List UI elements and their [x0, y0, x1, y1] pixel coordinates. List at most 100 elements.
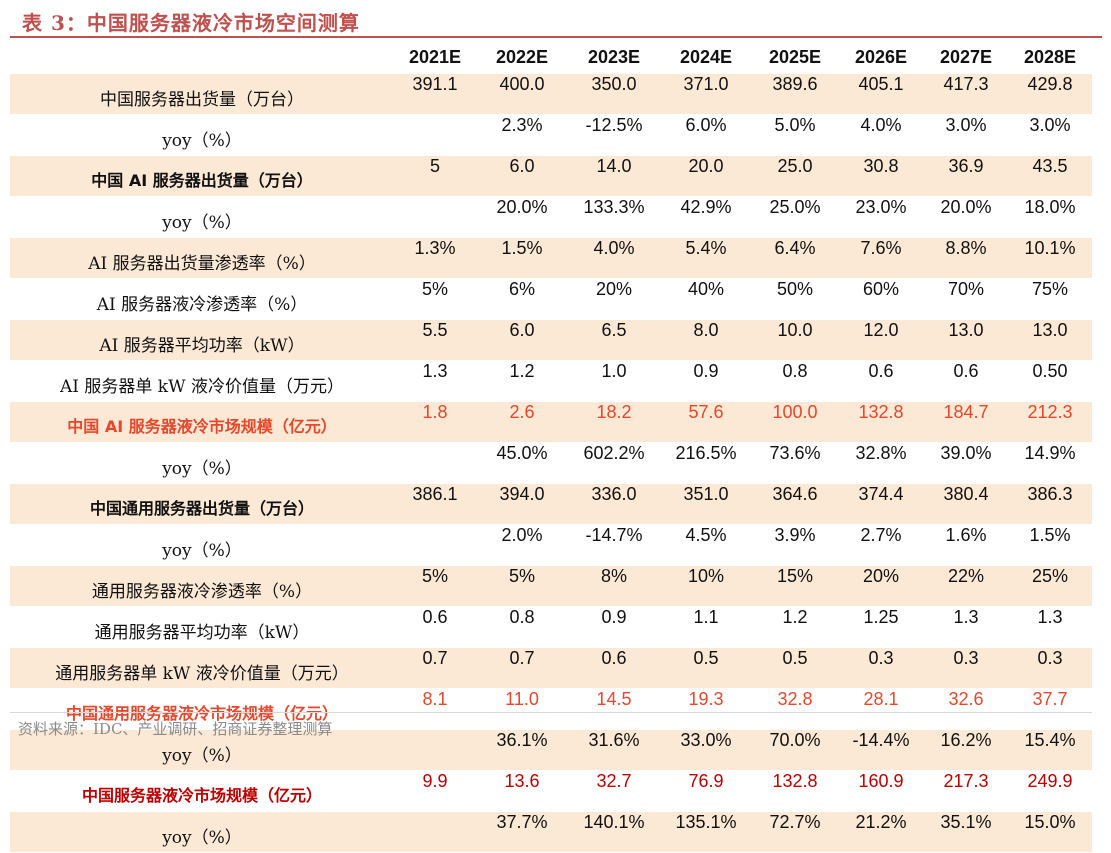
value-cell: 28.1 — [838, 689, 924, 730]
value-cell: 36.9 — [924, 156, 1008, 197]
value-cell: 30.8 — [838, 156, 924, 197]
value-cell: 20.0% — [924, 197, 1008, 238]
value-cell: 1.3 — [394, 361, 476, 402]
row-label: yoy（%） — [10, 443, 394, 484]
value-cell: 20.0% — [476, 197, 568, 238]
value-cell — [394, 812, 476, 853]
table-row: yoy（%） 2.3% -12.5% 6.0% 5.0% 4.0% 3.0% 3.0% — [10, 115, 1092, 156]
value-cell: 32.7 — [568, 771, 660, 812]
value-cell: -12.5% — [568, 115, 660, 156]
value-cell — [394, 730, 476, 771]
value-cell: 32.6 — [924, 689, 1008, 730]
table-row: AI 服务器单 kW 液冷价值量（万元） 1.3 1.2 1.0 0.9 0.8 0.6 0.… — [10, 361, 1092, 402]
value-cell: 364.6 — [752, 484, 838, 525]
value-cell: 21.2% — [838, 812, 924, 853]
value-cell: 8.0 — [660, 320, 752, 361]
value-cell: 32.8% — [838, 443, 924, 484]
value-cell: 6.0 — [476, 320, 568, 361]
table-row: 中国服务器出货量（万台） 391.1 400.0 350.0 371.0 389.6 405… — [10, 74, 1092, 115]
row-label: yoy（%） — [10, 197, 394, 238]
value-cell: 60% — [838, 279, 924, 320]
value-cell: 25% — [1008, 566, 1092, 607]
value-cell: 9.9 — [394, 771, 476, 812]
data-table: 2021E 2022E 2023E 2024E 2025E 2026E 2027… — [10, 40, 1092, 853]
value-cell: 4.0% — [838, 115, 924, 156]
header-cell: 2023E — [587, 46, 641, 67]
value-cell: 18.0% — [1008, 197, 1092, 238]
value-cell: 14.5 — [568, 689, 660, 730]
value-cell: 336.0 — [568, 484, 660, 525]
value-cell: 6.0% — [660, 115, 752, 156]
value-cell: 42.9% — [660, 197, 752, 238]
header-row: 2021E 2022E 2023E 2024E 2025E 2026E 2027… — [10, 40, 1092, 74]
value-cell: 400.0 — [476, 74, 568, 115]
value-cell: 0.5 — [752, 648, 838, 689]
table-row: 通用服务器平均功率（kW） 0.6 0.8 0.9 1.1 1.2 1.25 1.3 1.3 — [10, 607, 1092, 648]
value-cell: 0.6 — [924, 361, 1008, 402]
value-cell: 8.1 — [394, 689, 476, 730]
value-cell: 70% — [924, 279, 1008, 320]
row-label: yoy（%） — [10, 812, 394, 853]
table-row: 通用服务器液冷渗透率（%） 5% 5% 8% 10% 15% 20% 22% 25% — [10, 566, 1092, 607]
value-cell: 50% — [752, 279, 838, 320]
value-cell: 2.3% — [476, 115, 568, 156]
value-cell: 1.3% — [394, 238, 476, 279]
header-cell: 2021E — [408, 46, 462, 67]
value-cell: 249.9 — [1008, 771, 1092, 812]
value-cell: 37.7 — [1008, 689, 1092, 730]
value-cell: 5% — [476, 566, 568, 607]
value-cell: 216.5% — [660, 443, 752, 484]
value-cell: 6.4% — [752, 238, 838, 279]
value-cell: 351.0 — [660, 484, 752, 525]
value-cell: 19.3 — [660, 689, 752, 730]
value-cell: 6.0 — [476, 156, 568, 197]
value-cell: 374.4 — [838, 484, 924, 525]
value-cell: 212.3 — [1008, 402, 1092, 443]
row-label: AI 服务器单 kW 液冷价值量（万元） — [10, 361, 394, 402]
row-label: 中国服务器液冷市场规模（亿元） — [10, 771, 394, 812]
value-cell: 43.5 — [1008, 156, 1092, 197]
value-cell: 3.0% — [1008, 115, 1092, 156]
row-label: 中国通用服务器液冷市场规模（亿元） — [10, 689, 394, 730]
value-cell: 20% — [568, 279, 660, 320]
value-cell: 394.0 — [476, 484, 568, 525]
table-row: AI 服务器液冷渗透率（%） 5% 6% 20% 40% 50% 60% 70% 75% — [10, 279, 1092, 320]
title-bar: 表 3：中国服务器液冷市场空间测算 — [10, 6, 1102, 38]
value-cell: 184.7 — [924, 402, 1008, 443]
row-label: 通用服务器平均功率（kW） — [10, 607, 394, 648]
value-cell: 0.3 — [838, 648, 924, 689]
value-cell: 1.0 — [568, 361, 660, 402]
value-cell: 14.9% — [1008, 443, 1092, 484]
value-cell: 10.0 — [752, 320, 838, 361]
table-row: yoy（%） 2.0% -14.7% 4.5% 3.9% 2.7% 1.6% 1.5% — [10, 525, 1092, 566]
table-row: 中国 AI 服务器液冷市场规模（亿元） 1.8 2.6 18.2 57.6 100.0 13… — [10, 402, 1092, 443]
value-cell: 6% — [476, 279, 568, 320]
value-cell: 20.0 — [660, 156, 752, 197]
header-cell: 2022E — [495, 46, 549, 67]
table-body: 中国服务器出货量（万台） 391.1 400.0 350.0 371.0 389.6 405… — [10, 74, 1092, 853]
value-cell: 1.1 — [660, 607, 752, 648]
value-cell: 22% — [924, 566, 1008, 607]
value-cell: 31.6% — [568, 730, 660, 771]
value-cell: 14.0 — [568, 156, 660, 197]
value-cell: 5.5 — [394, 320, 476, 361]
value-cell: 57.6 — [660, 402, 752, 443]
value-cell: 13.0 — [924, 320, 1008, 361]
value-cell: 4.5% — [660, 525, 752, 566]
value-cell: 5 — [394, 156, 476, 197]
value-cell: 602.2% — [568, 443, 660, 484]
row-label: AI 服务器液冷渗透率（%） — [10, 279, 394, 320]
value-cell: 135.1% — [660, 812, 752, 853]
value-cell: 386.3 — [1008, 484, 1092, 525]
value-cell: 1.2 — [476, 361, 568, 402]
value-cell: 389.6 — [752, 74, 838, 115]
header-cell: 2026E — [854, 46, 908, 67]
header-cell: 2025E — [768, 46, 822, 67]
table-row: 中国通用服务器液冷市场规模（亿元） 8.1 11.0 14.5 19.3 32.8 28.1… — [10, 689, 1092, 730]
table-row: 中国服务器液冷市场规模（亿元） 9.9 13.6 32.7 76.9 132.8 160.9… — [10, 771, 1092, 812]
value-cell: 23.0% — [838, 197, 924, 238]
value-cell: 2.6 — [476, 402, 568, 443]
value-cell: 0.50 — [1008, 361, 1092, 402]
row-label: 中国通用服务器出货量（万台） — [10, 484, 394, 525]
value-cell: 13.6 — [476, 771, 568, 812]
